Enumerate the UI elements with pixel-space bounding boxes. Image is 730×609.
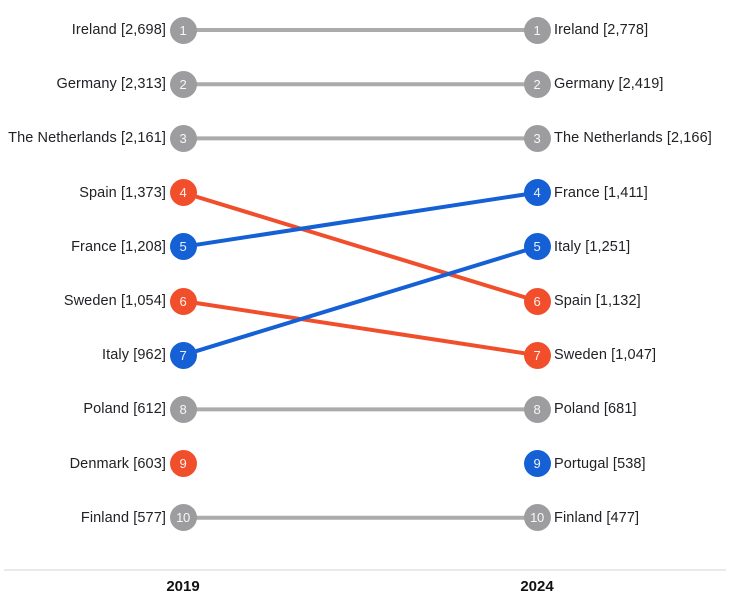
rank-number: 7 xyxy=(533,347,541,363)
rank-node-left-finland: 10 xyxy=(169,504,197,532)
x-axis-line xyxy=(4,569,726,571)
rank-node-right-portugal: 9 xyxy=(523,450,551,478)
axis-label-2019: 2019 xyxy=(166,578,200,595)
rank-number: 3 xyxy=(533,130,541,146)
rank-number: 10 xyxy=(530,510,544,526)
country-label-right-ireland: Ireland [2,778] xyxy=(554,22,649,38)
country-label-right-italy: Italy [1,251] xyxy=(554,238,631,255)
country-label-left-denmark: Denmark [603] xyxy=(69,455,166,472)
rank-number: 6 xyxy=(179,293,187,309)
rank-node-right-germany: 2 xyxy=(523,70,551,98)
country-label-right-sweden: Sweden [1,047] xyxy=(554,347,657,364)
slope-line-france xyxy=(182,190,538,249)
rank-number: 4 xyxy=(533,185,541,201)
rank-node-left-spain: 4 xyxy=(169,179,197,207)
country-label-right-germany: Germany [2,419] xyxy=(554,76,664,93)
rank-number: 4 xyxy=(179,185,187,201)
country-label-right-the-netherlands: The Netherlands [2,166] xyxy=(554,130,712,147)
rank-node-right-poland: 8 xyxy=(523,395,551,423)
rank-number: 3 xyxy=(179,130,187,146)
country-label-left-ireland: Ireland [2,698] xyxy=(71,22,166,38)
rank-number: 6 xyxy=(533,293,541,309)
country-label-left-france: France [1,208] xyxy=(71,238,166,255)
country-label-right-portugal: Portugal [538] xyxy=(554,455,646,472)
country-label-left-italy: Italy [962] xyxy=(102,347,166,364)
rank-node-right-sweden: 7 xyxy=(523,341,551,369)
rank-node-left-italy: 7 xyxy=(169,341,197,369)
country-label-right-spain: Spain [1,132] xyxy=(554,293,641,309)
axis-label-2024: 2024 xyxy=(520,578,554,595)
rank-node-right-finland: 10 xyxy=(523,504,551,532)
rank-number: 9 xyxy=(533,456,541,472)
rank-number: 10 xyxy=(176,510,190,526)
rank-number: 2 xyxy=(179,76,187,92)
slope-line-italy xyxy=(182,244,538,358)
rank-node-left-poland: 8 xyxy=(169,395,197,423)
rank-node-left-germany: 2 xyxy=(169,70,197,98)
country-label-left-sweden: Sweden [1,054] xyxy=(63,293,166,309)
slope-line-sweden xyxy=(182,299,538,358)
rank-number: 7 xyxy=(179,347,187,363)
rank-number: 5 xyxy=(179,239,187,255)
rank-node-left-ireland: 1 xyxy=(169,16,197,44)
country-label-right-france: France [1,411] xyxy=(554,184,648,201)
rank-node-left-sweden: 6 xyxy=(169,287,197,315)
rank-number: 1 xyxy=(533,22,541,38)
rank-number: 1 xyxy=(179,22,187,38)
country-label-left-the-netherlands: The Netherlands [2,161] xyxy=(8,130,166,147)
country-label-left-poland: Poland [612] xyxy=(83,401,166,418)
country-label-left-finland: Finland [577] xyxy=(80,509,166,526)
rank-number: 8 xyxy=(179,401,187,417)
rank-number: 9 xyxy=(179,456,187,472)
rank-node-right-spain: 6 xyxy=(523,287,551,315)
rank-number: 5 xyxy=(533,239,541,255)
rank-node-left-denmark: 9 xyxy=(169,450,197,478)
country-label-left-spain: Spain [1,373] xyxy=(79,184,166,201)
rank-node-right-france: 4 xyxy=(523,179,551,207)
rank-node-left-the-netherlands: 3 xyxy=(169,124,197,152)
rank-node-right-ireland: 1 xyxy=(523,16,551,44)
country-label-right-poland: Poland [681] xyxy=(554,401,637,418)
rank-node-right-italy: 5 xyxy=(523,233,551,261)
slope-line-spain xyxy=(182,190,538,303)
rank-number: 8 xyxy=(533,401,541,417)
country-label-right-finland: Finland [477] xyxy=(554,509,640,526)
rank-node-left-france: 5 xyxy=(169,233,197,261)
country-label-left-germany: Germany [2,313] xyxy=(56,76,166,93)
rank-node-right-the-netherlands: 3 xyxy=(523,124,551,152)
rank-number: 2 xyxy=(533,76,541,92)
